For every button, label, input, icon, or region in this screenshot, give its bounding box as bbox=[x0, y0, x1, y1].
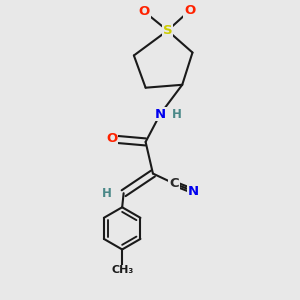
Text: O: O bbox=[139, 5, 150, 18]
Text: N: N bbox=[155, 108, 166, 121]
Text: H: H bbox=[102, 187, 112, 200]
Text: N: N bbox=[188, 184, 199, 198]
Text: C: C bbox=[169, 177, 179, 190]
Text: O: O bbox=[106, 133, 118, 146]
Text: CH₃: CH₃ bbox=[111, 265, 133, 275]
Text: O: O bbox=[184, 4, 195, 17]
Text: S: S bbox=[163, 24, 172, 37]
Text: H: H bbox=[171, 108, 181, 121]
